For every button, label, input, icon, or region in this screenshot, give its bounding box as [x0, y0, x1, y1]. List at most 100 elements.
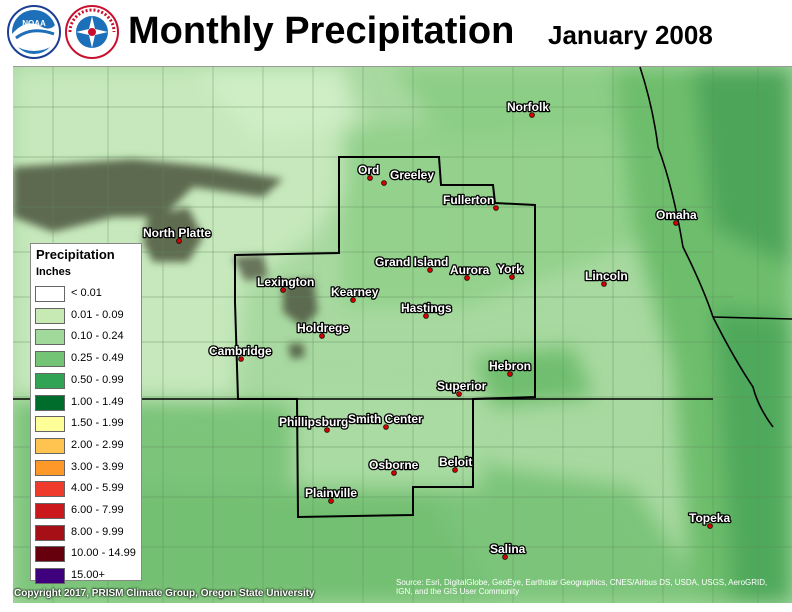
legend-item: 0.01 - 0.09	[35, 307, 139, 326]
city-marker	[456, 391, 462, 397]
city-marker	[529, 112, 535, 118]
legend-label: 0.10 - 0.24	[71, 330, 124, 343]
city-label: Cambridge	[209, 344, 272, 358]
legend-label: 0.25 - 0.49	[71, 352, 124, 365]
legend-label: < 0.01	[71, 287, 102, 299]
city-label: Phillipsburg	[279, 415, 348, 429]
city-marker	[176, 238, 182, 244]
legend-label: 1.50 - 1.99	[71, 417, 124, 430]
legend-swatch	[35, 568, 65, 585]
city-marker	[328, 498, 334, 504]
legend-item: 6.00 - 7.99	[35, 503, 139, 521]
city-label: Norfolk	[507, 100, 549, 114]
legend-swatch	[35, 437, 65, 454]
legend-swatch	[35, 286, 65, 302]
legend-item: 3.00 - 3.99	[35, 459, 139, 478]
legend: Precipitation Inches < 0.01 0.01 - 0.09 0.…	[30, 243, 142, 585]
city-marker	[601, 281, 607, 287]
city-label: Smith Center	[348, 412, 423, 426]
city-marker	[509, 274, 515, 280]
city-marker	[493, 205, 499, 211]
legend-item: 2.00 - 2.99	[35, 437, 139, 456]
city-label: Fullerton	[443, 193, 494, 207]
copyright-text: Copyright 2017, PRISM Climate Group, Ore…	[14, 588, 315, 599]
legend-swatch	[35, 503, 65, 519]
city-label: Holdrege	[297, 321, 349, 335]
city-marker	[238, 356, 244, 362]
legend-label: 15.00+	[71, 569, 105, 582]
legend-title: Precipitation	[36, 247, 115, 262]
city-label: North Platte	[143, 226, 211, 240]
city-label: York	[497, 262, 523, 276]
city-marker	[507, 371, 513, 377]
legend-item: 10.00 - 14.99	[35, 546, 139, 564]
legend-swatch	[35, 394, 65, 411]
legend-item: 1.50 - 1.99	[35, 416, 139, 434]
city-label: Grand Island	[375, 255, 448, 269]
legend-item: 15.00+	[35, 568, 139, 586]
map-date: January 2008	[548, 20, 713, 50]
city-label: Greeley	[390, 168, 434, 182]
city-marker	[391, 470, 397, 476]
legend-item: < 0.01	[35, 286, 139, 304]
legend-label: 0.50 - 0.99	[71, 373, 124, 386]
city-label: Ord	[358, 163, 379, 177]
city-marker	[464, 275, 470, 281]
city-marker	[423, 313, 429, 319]
city-marker	[367, 175, 373, 181]
legend-item: 4.00 - 5.99	[35, 481, 139, 499]
city-marker	[673, 220, 679, 226]
legend-item: 1.00 - 1.49	[35, 394, 139, 413]
city-marker	[707, 523, 713, 529]
legend-label: 4.00 - 5.99	[71, 482, 124, 495]
legend-item: 0.50 - 0.99	[35, 372, 139, 391]
city-label: Superior	[437, 379, 487, 393]
city-label: Hastings	[401, 301, 452, 315]
city-label: Lincoln	[585, 269, 628, 283]
city-label: Beloit	[439, 455, 472, 469]
city-marker	[350, 297, 356, 303]
page-title: Monthly Precipitation	[128, 10, 515, 52]
legend-swatch	[35, 546, 65, 563]
legend-item: 0.25 - 0.49	[35, 351, 139, 369]
noaa-logo: NOAA	[7, 5, 61, 59]
map-header: NOAA Monthly Precipitation January 2008	[0, 0, 792, 66]
noaa-logo-text: NOAA	[22, 19, 46, 28]
city-label: Aurora	[450, 263, 490, 277]
legend-label: 1.00 - 1.49	[71, 395, 124, 408]
legend-swatch	[35, 524, 65, 541]
legend-item: 8.00 - 9.99	[35, 524, 139, 543]
legend-swatch	[35, 372, 65, 389]
city-marker	[324, 427, 330, 433]
city-label: Topeka	[689, 511, 730, 525]
satellite-patches	[13, 159, 318, 359]
city-marker	[452, 467, 458, 473]
nws-logo	[65, 5, 119, 59]
legend-swatch	[35, 351, 65, 368]
city-label: Lexington	[257, 275, 314, 289]
city-label: Hebron	[489, 359, 531, 373]
legend-label: 10.00 - 14.99	[71, 547, 136, 560]
city-label: Plainville	[305, 486, 357, 500]
city-label: Salina	[490, 542, 526, 556]
legend-swatch	[35, 481, 65, 498]
legend-swatch	[35, 329, 65, 346]
city-label: Omaha	[656, 208, 697, 222]
city-label: Osborne	[369, 458, 419, 472]
city-marker	[280, 287, 286, 293]
legend-swatch	[35, 459, 65, 476]
legend-swatch	[35, 307, 65, 324]
legend-label: 8.00 - 9.99	[71, 525, 124, 538]
map-attribution: Source: Esri, DigitalGlobe, GeoEye, Eart…	[396, 578, 768, 596]
city-marker	[383, 424, 389, 430]
city-marker	[502, 554, 508, 560]
city-marker	[381, 180, 387, 186]
legend-item: 0.10 - 0.24	[35, 329, 139, 347]
legend-swatch	[35, 416, 65, 433]
forecast-area-boundary	[234, 156, 536, 519]
legend-label: 0.01 - 0.09	[71, 308, 124, 321]
legend-label: 3.00 - 3.99	[71, 460, 124, 473]
legend-units: Inches	[36, 266, 71, 278]
legend-label: 6.00 - 7.99	[71, 504, 124, 516]
legend-label: 2.00 - 2.99	[71, 438, 124, 451]
